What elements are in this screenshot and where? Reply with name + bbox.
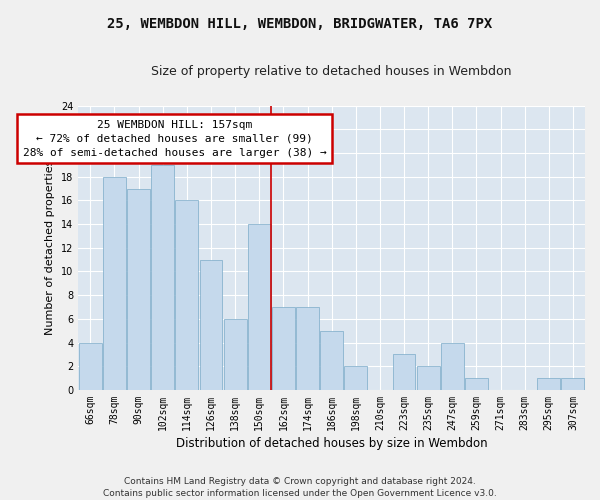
Bar <box>224 319 247 390</box>
Bar <box>79 342 102 390</box>
Title: Size of property relative to detached houses in Wembdon: Size of property relative to detached ho… <box>151 65 512 78</box>
Bar <box>296 307 319 390</box>
Bar <box>392 354 415 390</box>
Bar <box>320 330 343 390</box>
Text: 25, WEMBDON HILL, WEMBDON, BRIDGWATER, TA6 7PX: 25, WEMBDON HILL, WEMBDON, BRIDGWATER, T… <box>107 18 493 32</box>
Bar <box>103 176 126 390</box>
X-axis label: Distribution of detached houses by size in Wembdon: Distribution of detached houses by size … <box>176 437 487 450</box>
Bar <box>127 188 150 390</box>
Bar <box>441 342 464 390</box>
Bar <box>248 224 271 390</box>
Bar <box>344 366 367 390</box>
Y-axis label: Number of detached properties: Number of detached properties <box>46 160 55 336</box>
Bar <box>465 378 488 390</box>
Bar <box>562 378 584 390</box>
Bar <box>175 200 199 390</box>
Text: 25 WEMBDON HILL: 157sqm
← 72% of detached houses are smaller (99)
28% of semi-de: 25 WEMBDON HILL: 157sqm ← 72% of detache… <box>23 120 326 158</box>
Bar <box>151 165 174 390</box>
Bar <box>200 260 223 390</box>
Bar <box>272 307 295 390</box>
Text: Contains HM Land Registry data © Crown copyright and database right 2024.
Contai: Contains HM Land Registry data © Crown c… <box>103 476 497 498</box>
Bar <box>417 366 440 390</box>
Bar <box>538 378 560 390</box>
